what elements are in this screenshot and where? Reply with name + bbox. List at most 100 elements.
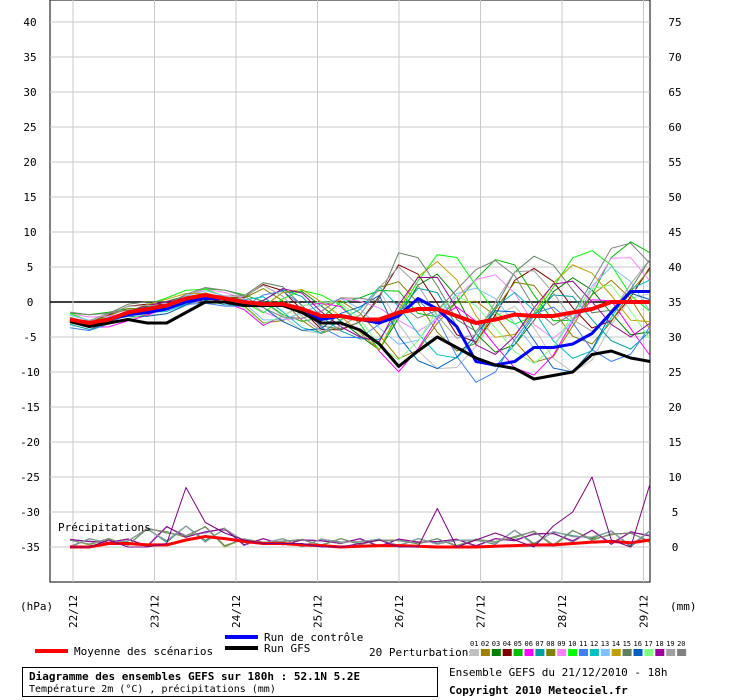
x-tick-label: 23/12 xyxy=(149,595,162,628)
pert-swatch xyxy=(513,649,523,656)
left-tick-label: -20 xyxy=(20,436,40,449)
pert-swatch xyxy=(611,649,621,656)
precip-perturbation-line xyxy=(70,476,651,548)
legend-mean-label: Moyenne des scénarios xyxy=(74,645,213,658)
left-tick-label: -5 xyxy=(23,331,36,344)
right-tick-label: 50 xyxy=(668,191,681,204)
mean-precip-line xyxy=(70,535,651,549)
legend: Run de contrôle Run GFS Moyenne des scén… xyxy=(35,631,687,659)
pert-swatch xyxy=(480,649,490,656)
left-tick-label: 10 xyxy=(23,226,36,239)
pert-swatch xyxy=(535,649,545,656)
left-axis-ticks: 40 35 30 25 20 15 10 5 0 -5 -10 -15 -20 -25 -30 -35 xyxy=(20,16,40,554)
left-tick-label: -25 xyxy=(20,471,40,484)
legend-perturbations-label: 20 Perturbations xyxy=(369,646,475,659)
pert-number: 07 xyxy=(535,640,543,648)
perturbation-precip-line xyxy=(69,525,651,548)
x-tick-label: 25/12 xyxy=(312,595,325,628)
x-tick-label: 28/12 xyxy=(556,595,569,628)
copyright: Copyright 2010 Meteociel.fr xyxy=(449,684,628,697)
x-tick-label: 22/12 xyxy=(67,595,80,628)
right-tick-label: 70 xyxy=(668,51,681,64)
pert-swatch xyxy=(666,649,676,656)
legend-gfs-label: Run GFS xyxy=(264,642,310,655)
pert-swatch xyxy=(589,649,599,656)
pert-number: 20 xyxy=(677,640,685,648)
perturbation-line xyxy=(69,292,651,373)
main-series-lines xyxy=(69,290,651,549)
pert-swatch xyxy=(677,649,687,656)
pert-swatch xyxy=(557,649,567,656)
left-tick-label: 25 xyxy=(23,121,36,134)
legend-control-label: Run de contrôle xyxy=(264,631,363,644)
pert-number: 09 xyxy=(557,640,565,648)
right-tick-label: 35 xyxy=(668,296,681,309)
perturbation-swatches: 01 02 03 04 05 06 07 08 09 10 11 12 13 14 15 16 17 18 19 20 xyxy=(470,640,687,656)
pert-number: 16 xyxy=(634,640,642,648)
pert-number: 19 xyxy=(666,640,674,648)
perturbation-line xyxy=(69,250,651,351)
right-tick-label: 45 xyxy=(668,226,681,239)
perturbation-lines xyxy=(69,241,651,548)
pert-swatch xyxy=(568,649,578,656)
left-tick-label: -10 xyxy=(20,366,40,379)
right-axis-unit: (mm) xyxy=(670,600,697,613)
pert-swatch xyxy=(524,649,534,656)
pert-number: 14 xyxy=(612,640,620,648)
right-tick-label: 0 xyxy=(672,541,679,554)
right-tick-label: 25 xyxy=(668,366,681,379)
x-tick-label: 26/12 xyxy=(393,595,406,628)
x-axis-ticks: 22/12 23/12 24/12 25/12 26/12 27/12 28/12 29/12 xyxy=(67,595,651,628)
left-tick-label: 15 xyxy=(23,191,36,204)
right-tick-label: 60 xyxy=(668,121,681,134)
pert-swatch xyxy=(470,649,479,656)
left-tick-label: 0 xyxy=(27,296,34,309)
mean-line xyxy=(69,293,650,325)
left-tick-label: -15 xyxy=(20,401,40,414)
left-tick-label: 35 xyxy=(23,51,36,64)
left-tick-label: -35 xyxy=(20,541,40,554)
right-tick-label: 30 xyxy=(668,331,681,344)
pert-number: 05 xyxy=(514,640,522,648)
left-tick-label: -30 xyxy=(20,506,40,519)
pert-number: 13 xyxy=(601,640,609,648)
left-tick-label: 20 xyxy=(23,156,36,169)
x-tick-label: 27/12 xyxy=(475,595,488,628)
pert-swatch xyxy=(491,649,501,656)
pert-swatch xyxy=(600,649,610,656)
perturbation-line xyxy=(69,287,651,368)
left-tick-label: 5 xyxy=(27,261,34,274)
chart-grid xyxy=(49,0,651,583)
pert-number: 01 xyxy=(470,640,478,648)
pert-number: 12 xyxy=(590,640,598,648)
pert-number: 18 xyxy=(655,640,663,648)
pert-number: 10 xyxy=(568,640,576,648)
pert-number: 11 xyxy=(579,640,587,648)
right-tick-label: 40 xyxy=(668,261,681,274)
x-tick-label: 24/12 xyxy=(230,595,243,628)
right-tick-label: 55 xyxy=(668,156,681,169)
left-tick-label: 40 xyxy=(23,16,36,29)
pert-swatch xyxy=(622,649,632,656)
pert-swatch xyxy=(633,649,643,656)
precip-label: Précipitations xyxy=(58,521,151,534)
right-tick-label: 75 xyxy=(668,16,681,29)
chart-title: Diagramme des ensembles GEFS sur 180h : … xyxy=(29,670,361,683)
chart-subtitle: Température 2m (°C) , précipitations (mm… xyxy=(29,684,276,695)
run-info: Ensemble GEFS du 21/12/2010 - 18h xyxy=(449,666,668,679)
right-tick-label: 65 xyxy=(668,86,681,99)
pert-swatch xyxy=(579,649,588,656)
right-tick-label: 15 xyxy=(668,436,681,449)
pert-number: 06 xyxy=(525,640,533,648)
pert-number: 03 xyxy=(492,640,500,648)
pert-number: 15 xyxy=(623,640,631,648)
right-tick-label: 10 xyxy=(668,471,681,484)
pert-number: 08 xyxy=(546,640,554,648)
title-box: Diagramme des ensembles GEFS sur 180h : … xyxy=(22,667,438,697)
pert-swatch xyxy=(644,649,654,656)
pert-number: 04 xyxy=(503,640,511,648)
pert-number: 17 xyxy=(644,640,652,648)
pert-swatch xyxy=(546,649,556,656)
perturbation-line xyxy=(69,260,651,351)
